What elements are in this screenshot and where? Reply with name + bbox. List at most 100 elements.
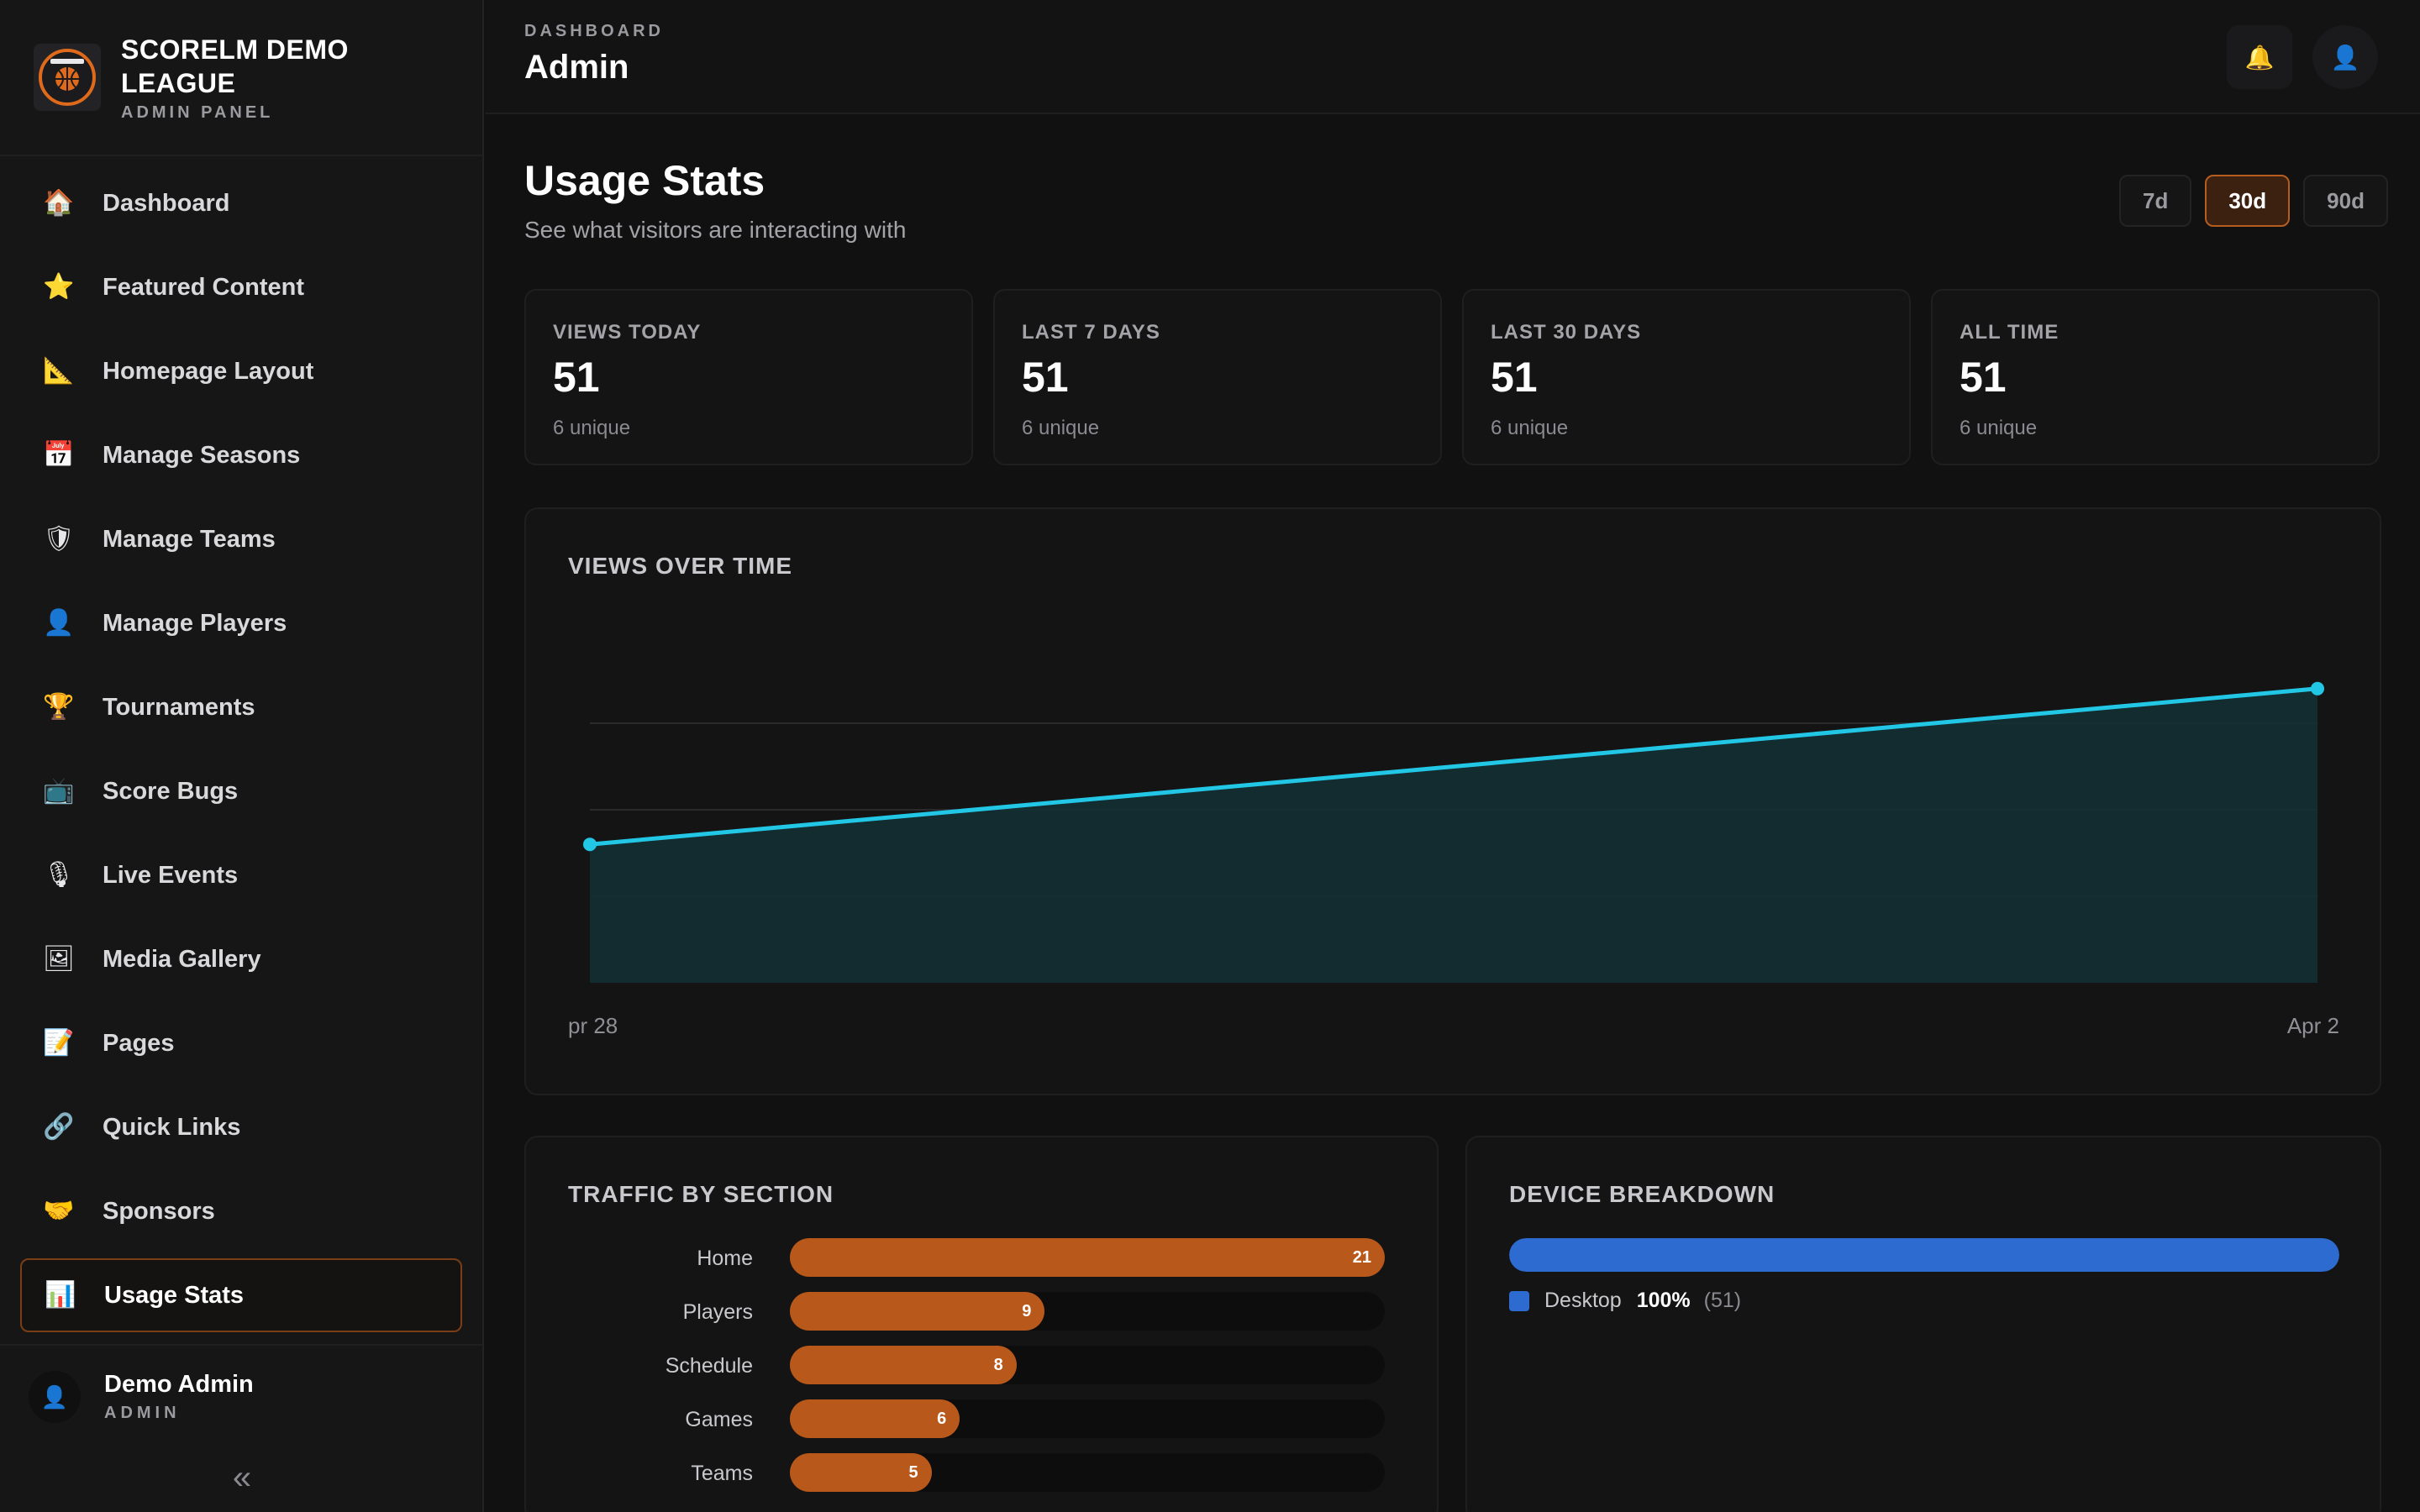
traffic-bar-row: Games 6 xyxy=(526,1399,1408,1438)
views-over-time-chart xyxy=(583,681,2324,983)
date-range-selector: 7d 30d 90d xyxy=(2119,175,2388,227)
traffic-bar[interactable]: 21 xyxy=(790,1238,1385,1277)
bar-track: 5 xyxy=(790,1453,1385,1492)
sidebar-item-label: Score Bugs xyxy=(103,777,239,805)
main-content: Usage Stats See what visitors are intera… xyxy=(486,116,2420,1512)
legend-swatch xyxy=(1509,1290,1529,1311)
sidebar-item-label: Sponsors xyxy=(103,1197,215,1225)
bar-value-label: 6 xyxy=(937,1409,947,1428)
device-chart-title: DEVICE BREAKDOWN xyxy=(1509,1181,1776,1207)
sidebar-item-usage-stats[interactable]: 📊 Usage Stats xyxy=(20,1258,462,1332)
house-icon: 🏠 xyxy=(43,189,75,217)
sidebar-item-label: Pages xyxy=(103,1029,175,1057)
bar-value-label: 8 xyxy=(993,1355,1003,1374)
user-name: Demo Admin xyxy=(104,1371,254,1398)
stat-unique: 6 unique xyxy=(1960,417,2038,439)
ruler-icon: 📐 xyxy=(43,357,75,385)
sidebar-item-label: Live Events xyxy=(103,861,239,889)
traffic-bar-row: Players 9 xyxy=(526,1292,1408,1331)
device-bar-desktop xyxy=(1509,1238,2339,1272)
views-point[interactable] xyxy=(583,837,597,852)
traffic-bar-row: Schedule 8 xyxy=(526,1346,1408,1384)
legend-percent: 100% xyxy=(1636,1289,1691,1312)
traffic-by-section-panel: TRAFFIC BY SECTION Home 21 Players 9 Schedul… xyxy=(524,1136,1439,1512)
stat-unique: 6 unique xyxy=(553,417,631,439)
sidebar-item-sponsors[interactable]: 🤝 Sponsors xyxy=(20,1174,462,1248)
sidebar-item-media-gallery[interactable]: 🖼 Media Gallery xyxy=(20,922,462,996)
range-30d-button[interactable]: 30d xyxy=(2205,175,2291,227)
stat-unique: 6 unique xyxy=(1491,417,1569,439)
sidebar-footer: 👤 Demo Admin ADMIN « xyxy=(0,1344,482,1512)
sidebar-item-tournaments[interactable]: 🏆 Tournaments xyxy=(20,670,462,744)
legend-name: Desktop xyxy=(1544,1289,1622,1312)
range-7d-button[interactable]: 7d xyxy=(2119,175,2192,227)
range-90d-button[interactable]: 90d xyxy=(2303,175,2388,227)
stat-value: 51 xyxy=(553,354,600,401)
link-icon: 🔗 xyxy=(43,1113,75,1141)
sidebar-item-quick-links[interactable]: 🔗 Quick Links xyxy=(20,1090,462,1164)
traffic-bar[interactable]: 9 xyxy=(790,1292,1045,1331)
picture-icon: 🖼 xyxy=(42,945,76,973)
traffic-chart-title: TRAFFIC BY SECTION xyxy=(568,1181,834,1207)
sidebar-item-label: Manage Seasons xyxy=(103,441,301,469)
x-axis-end-label: Apr 2 xyxy=(2286,1013,2339,1038)
stat-value: 51 xyxy=(1960,354,2007,401)
sidebar-item-score-bugs[interactable]: 📺 Score Bugs xyxy=(20,754,462,828)
stat-card: ALL TIME 51 6 unique xyxy=(1931,289,2380,465)
sidebar: SCORELM DEMO LEAGUE ADMIN PANEL 🏠 Dashboa… xyxy=(0,0,484,1512)
trophy-icon: 🏆 xyxy=(43,693,75,721)
sidebar-item-manage-players[interactable]: 👤 Manage Players xyxy=(20,586,462,660)
legend-count: (51) xyxy=(1703,1289,1742,1312)
breadcrumb: DASHBOARD xyxy=(524,22,664,40)
tv-icon: 📺 xyxy=(43,777,75,805)
memo-icon: 📝 xyxy=(43,1029,75,1057)
brand-subtitle: ADMIN PANEL xyxy=(121,102,274,122)
stat-card: VIEWS TODAY 51 6 unique xyxy=(524,289,973,465)
device-legend-item: Desktop 100% (51) xyxy=(1509,1289,1741,1313)
sidebar-item-homepage-layout[interactable]: 📐 Homepage Layout xyxy=(20,334,462,408)
views-line xyxy=(589,686,2318,847)
sidebar-item-label: Quick Links xyxy=(103,1113,241,1141)
stat-value: 51 xyxy=(1491,354,1538,401)
calendar-icon: 📅 xyxy=(43,441,75,469)
basketball-badge-icon[interactable] xyxy=(34,44,101,111)
notifications-button[interactable]: 🔔 xyxy=(2227,25,2292,89)
handshake-icon: 🤝 xyxy=(43,1197,75,1225)
usage-stats-subtitle: See what visitors are interacting with xyxy=(524,217,907,243)
sidebar-item-label: Dashboard xyxy=(103,189,230,217)
stat-label: VIEWS TODAY xyxy=(553,321,702,344)
bar-track: 8 xyxy=(790,1346,1385,1384)
profile-button[interactable]: 👤 xyxy=(2312,25,2378,89)
sidebar-item-featured-content[interactable]: ⭐ Featured Content xyxy=(20,250,462,324)
bar-track: 21 xyxy=(790,1238,1385,1277)
user-avatar-icon: 👤 xyxy=(40,1383,69,1410)
collapse-sidebar-button[interactable]: « xyxy=(224,1461,260,1494)
traffic-bar[interactable]: 8 xyxy=(790,1346,1017,1384)
sidebar-item-live-events[interactable]: 🎙 Live Events xyxy=(20,838,462,912)
sidebar-item-dashboard[interactable]: 🏠 Dashboard xyxy=(20,166,462,240)
views-area xyxy=(590,688,2317,983)
sidebar-item-pages[interactable]: 📝 Pages xyxy=(20,1006,462,1080)
x-axis-start-label: pr 28 xyxy=(568,1013,618,1038)
device-stacked-bar xyxy=(1509,1238,2339,1272)
traffic-bar[interactable]: 6 xyxy=(790,1399,960,1438)
views-point[interactable] xyxy=(2311,681,2324,696)
sidebar-item-manage-seasons[interactable]: 📅 Manage Seasons xyxy=(20,418,462,492)
sidebar-item-manage-teams[interactable]: 🛡 Manage Teams xyxy=(20,502,462,576)
sidebar-item-label: Media Gallery xyxy=(103,945,261,973)
stat-unique: 6 unique xyxy=(1022,417,1100,439)
avatar: 👤 xyxy=(29,1371,81,1423)
traffic-bar-row: Home 21 xyxy=(526,1238,1408,1277)
bar-category-label: Teams xyxy=(691,1462,753,1485)
user-icon: 👤 xyxy=(2330,44,2360,71)
brand-title: SCORELM DEMO LEAGUE xyxy=(121,34,349,98)
sidebar-item-label: Manage Teams xyxy=(103,525,276,553)
bar-category-label: Games xyxy=(685,1408,753,1431)
bar-value-label: 5 xyxy=(908,1462,918,1482)
bar-category-label: Players xyxy=(682,1300,753,1324)
sidebar-item-label: Homepage Layout xyxy=(103,357,314,385)
user-profile[interactable]: 👤 Demo Admin ADMIN xyxy=(0,1346,482,1423)
traffic-bar[interactable]: 5 xyxy=(790,1453,932,1492)
sidebar-item-label: Featured Content xyxy=(103,273,305,301)
bar-category-label: Schedule xyxy=(665,1354,753,1378)
